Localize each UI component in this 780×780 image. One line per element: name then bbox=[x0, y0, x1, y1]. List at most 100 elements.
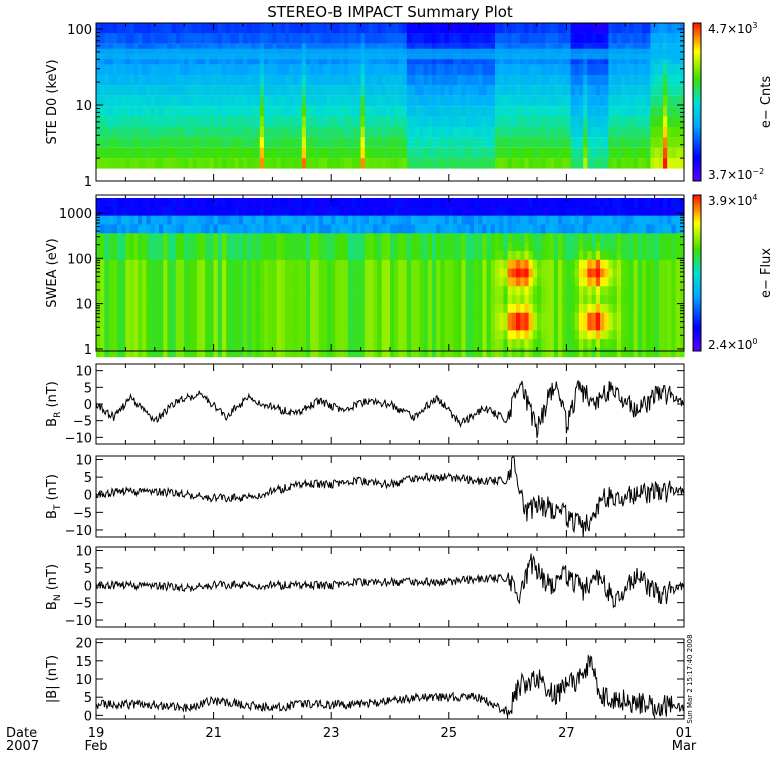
swea-spectrogram-cell bbox=[108, 206, 114, 216]
ste-spectrogram-cell bbox=[650, 126, 656, 138]
ste-spectrogram-cell bbox=[213, 64, 219, 76]
swea-spectrogram-cell bbox=[490, 259, 496, 269]
ste-spectrogram-cell bbox=[461, 116, 467, 127]
swea-spectrogram-cell bbox=[671, 348, 677, 358]
bmag-series-line bbox=[95, 654, 685, 717]
ste-spectrogram-cell bbox=[604, 147, 609, 159]
ste-spectrogram-cell bbox=[230, 54, 236, 65]
swea-spectrogram-cell bbox=[541, 339, 546, 349]
swea-spectrogram-cell bbox=[532, 215, 538, 225]
ste-spectrogram-cell bbox=[482, 33, 488, 44]
ste-spectrogram-cell bbox=[142, 106, 147, 117]
swea-spectrogram-cell bbox=[629, 242, 635, 252]
swea-spectrogram-cell bbox=[364, 321, 370, 331]
swea-spectrogram-cell bbox=[104, 206, 110, 216]
ste-spectrogram-cell bbox=[364, 33, 370, 44]
ste-spectrogram-cell bbox=[495, 116, 500, 127]
swea-spectrogram-cell bbox=[486, 268, 492, 278]
ste-spectrogram-cell bbox=[482, 23, 488, 34]
ste-spectrogram-cell bbox=[398, 33, 404, 44]
swea-spectrogram-cell bbox=[364, 206, 370, 216]
ste-spectrogram-cell bbox=[339, 106, 345, 117]
swea-spectrogram-cell bbox=[444, 198, 450, 208]
ste-spectrogram-cell bbox=[276, 147, 282, 159]
ste-spectrogram-cell bbox=[100, 74, 105, 86]
swea-spectrogram-cell bbox=[188, 259, 194, 269]
swea-spectrogram-cell bbox=[549, 242, 555, 252]
swea-spectrogram-cell bbox=[465, 233, 471, 243]
swea-spectrogram-cell bbox=[495, 233, 500, 243]
swea-spectrogram-cell bbox=[133, 303, 139, 314]
swea-spectrogram-cell bbox=[154, 295, 160, 305]
ste-spectrogram-cell bbox=[528, 126, 534, 138]
swea-spectrogram-cell bbox=[117, 259, 122, 269]
ste-spectrogram-cell bbox=[583, 147, 588, 159]
ste-spectrogram-cell bbox=[545, 137, 551, 148]
ste-spectrogram-cell bbox=[579, 137, 584, 148]
ste-spectrogram-cell bbox=[201, 137, 206, 148]
swea-spectrogram-cell bbox=[163, 295, 168, 305]
swea-spectrogram-cell bbox=[499, 250, 504, 261]
swea-spectrogram-cell bbox=[465, 348, 471, 358]
ste-spectrogram-cell bbox=[595, 85, 601, 96]
swea-spectrogram-cell bbox=[201, 348, 206, 358]
ste-spectrogram-cell bbox=[457, 137, 462, 148]
ste-spectrogram-cell bbox=[360, 74, 366, 86]
swea-spectrogram-cell bbox=[528, 242, 534, 252]
swea-spectrogram-cell bbox=[671, 330, 677, 340]
ste-spectrogram-cell bbox=[537, 85, 542, 96]
ste-spectrogram-cell bbox=[306, 74, 311, 86]
swea-spectrogram-cell bbox=[465, 215, 471, 225]
ste-spectrogram-cell bbox=[621, 158, 626, 169]
ste-spectrogram-cell bbox=[532, 33, 538, 44]
ste-spectrogram-cell bbox=[192, 64, 198, 76]
swea-spectrogram-cell bbox=[322, 268, 328, 278]
swea-spectrogram-cell bbox=[667, 198, 672, 208]
swea-spectrogram-cell bbox=[196, 321, 202, 331]
swea-spectrogram-cell bbox=[222, 348, 227, 358]
swea-spectrogram-cell bbox=[440, 242, 446, 252]
ste-spectrogram-cell bbox=[570, 158, 576, 169]
ste-spectrogram-cell bbox=[138, 126, 143, 138]
swea-spectrogram-cell bbox=[339, 242, 345, 252]
ste-spectrogram-cell bbox=[377, 106, 383, 117]
swea-spectrogram-cell bbox=[385, 224, 391, 234]
ste-spectrogram-cell bbox=[390, 74, 395, 86]
swea-spectrogram-cell bbox=[642, 321, 647, 331]
ste-spectrogram-cell bbox=[335, 106, 341, 117]
swea-spectrogram-cell bbox=[180, 286, 185, 296]
ste-spectrogram-cell bbox=[369, 126, 374, 138]
x-tick-label: 23 bbox=[323, 726, 340, 741]
ste-spectrogram-cell bbox=[411, 23, 416, 34]
swea-spectrogram-cell bbox=[432, 312, 437, 322]
swea-spectrogram-cell bbox=[167, 295, 173, 305]
swea-spectrogram-cell bbox=[385, 312, 391, 322]
swea-spectrogram-cell bbox=[369, 233, 374, 243]
ste-spectrogram-cell bbox=[415, 158, 420, 169]
ste-spectrogram-cell bbox=[213, 158, 219, 169]
ste-spectrogram-cell bbox=[121, 33, 126, 44]
ste-spectrogram-cell bbox=[616, 147, 622, 159]
ste-spectrogram-cell bbox=[129, 147, 135, 159]
swea-spectrogram-cell bbox=[579, 215, 584, 225]
ste-spectrogram-cell bbox=[154, 64, 160, 76]
ste-spectrogram-cell bbox=[625, 126, 630, 138]
swea-spectrogram-cell bbox=[390, 348, 395, 358]
swea-spectrogram-cell bbox=[381, 330, 387, 340]
ste-spectrogram-cell bbox=[444, 106, 450, 117]
swea-spectrogram-cell bbox=[348, 215, 353, 225]
swea-spectrogram-cell bbox=[146, 206, 152, 216]
ste-spectrogram-cell bbox=[96, 33, 101, 44]
ste-spectrogram-cell bbox=[486, 95, 492, 107]
ste-spectrogram-cell bbox=[264, 23, 269, 34]
swea-spectrogram-cell bbox=[637, 303, 643, 314]
ste-spectrogram-cell bbox=[679, 126, 685, 138]
ste-spectrogram-cell bbox=[415, 126, 420, 138]
swea-spectrogram-cell bbox=[574, 277, 580, 287]
swea-spectrogram-cell bbox=[423, 215, 429, 225]
swea-spectrogram-cell bbox=[511, 312, 517, 322]
ste-spectrogram-cell bbox=[440, 85, 446, 96]
ste-spectrogram-cell bbox=[427, 126, 433, 138]
swea-spectrogram-cell bbox=[243, 242, 248, 252]
swea-spectrogram-cell bbox=[171, 286, 177, 296]
